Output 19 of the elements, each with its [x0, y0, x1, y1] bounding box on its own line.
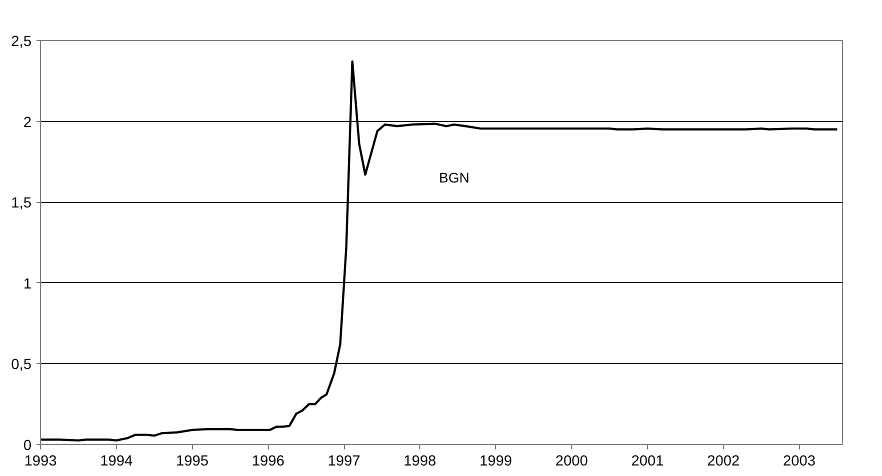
y-tick-label: 1 — [23, 276, 32, 292]
line-series — [40, 60, 838, 442]
x-tick-label: 1994 — [100, 454, 133, 470]
y-tick-label: 0 — [23, 438, 32, 454]
text: BGN — [439, 170, 470, 186]
y-tick-label: 1,5 — [11, 196, 32, 212]
x-tick-label: 1995 — [176, 454, 209, 470]
y-tick-label: 2 — [23, 114, 32, 131]
y-tick-label: 0,5 — [11, 357, 32, 374]
x-tick-label: 2003 — [782, 454, 816, 470]
x-tick-label: 1993 — [24, 454, 57, 470]
y-tick-label: 2,5 — [11, 34, 32, 50]
x-tick-label: 2001 — [631, 454, 664, 470]
x-tick-label: 1998 — [404, 454, 436, 470]
x-tick-label: 1997 — [328, 454, 360, 470]
x-tick-label: 2002 — [707, 454, 740, 470]
x-tick-label: 1996 — [252, 454, 284, 470]
x-tick-label: 1999 — [479, 454, 512, 470]
x-tick-label: 2000 — [555, 454, 588, 470]
